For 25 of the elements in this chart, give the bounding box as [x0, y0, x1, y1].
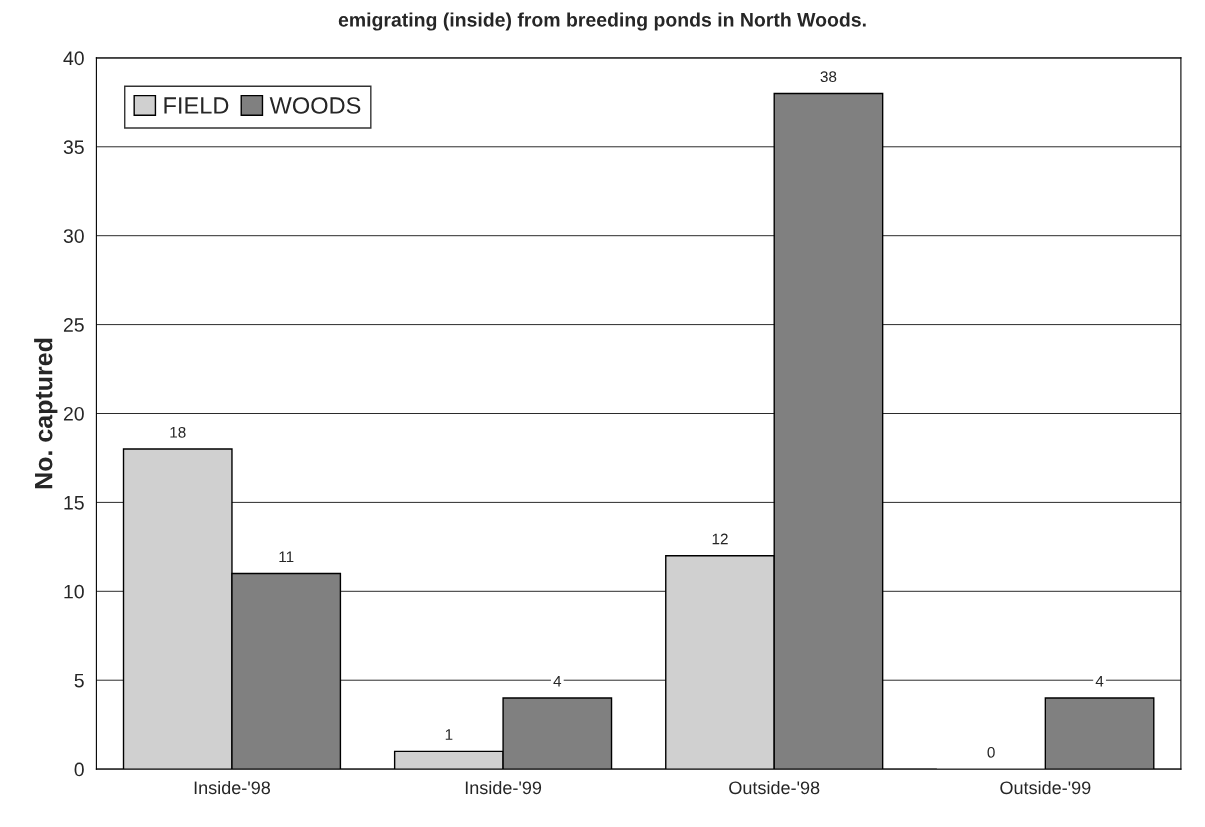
x-tick-label: Inside-'98	[194, 780, 271, 795]
y-axis-title: No. captured	[34, 338, 58, 489]
data-label: 12	[712, 533, 728, 545]
x-tick-label: Inside-'99	[465, 780, 542, 795]
y-tick-label: 10	[64, 584, 84, 599]
y-tick-label: 25	[63, 318, 84, 332]
y-tick-label: 15	[64, 496, 84, 510]
y-tick-label: 35	[63, 140, 84, 155]
legend-label: FIELD	[164, 97, 229, 114]
x-tick-label: Outside-'98	[729, 780, 820, 795]
data-label: 11	[279, 551, 294, 563]
legend-label: WOODS	[269, 97, 361, 114]
chart-title: emigrating (inside) from breeding ponds in North Woods.	[338, 12, 866, 31]
y-tick-label: 5	[74, 673, 84, 688]
y-tick-label: 40	[63, 51, 84, 66]
data-label: 38	[820, 71, 837, 83]
y-tick-label: 20	[63, 406, 84, 421]
data-label: 1	[445, 729, 453, 740]
x-tick-label: Outside-'99	[1000, 780, 1091, 795]
y-tick-label: 30	[63, 229, 84, 243]
data-label: 4	[553, 675, 562, 687]
data-label: 18	[170, 426, 186, 438]
data-label: 4	[1095, 675, 1104, 687]
y-tick-label: 0	[74, 762, 84, 777]
data-label: 0	[987, 746, 995, 758]
